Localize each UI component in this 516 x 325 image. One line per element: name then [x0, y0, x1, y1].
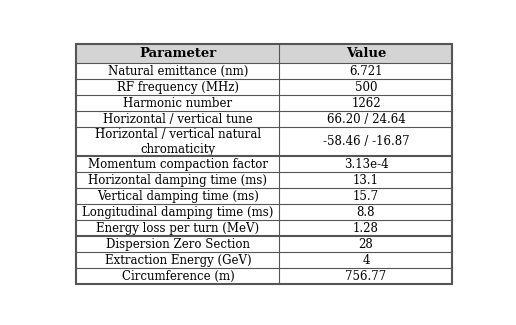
Bar — [76, 252, 280, 268]
Bar — [76, 220, 280, 236]
Bar — [76, 268, 280, 284]
Bar — [76, 172, 280, 188]
Bar — [280, 268, 453, 284]
Text: 8.8: 8.8 — [357, 206, 375, 219]
Bar — [76, 111, 280, 127]
Text: Harmonic number: Harmonic number — [123, 97, 233, 110]
Text: Vertical damping time (ms): Vertical damping time (ms) — [97, 190, 259, 203]
Bar — [76, 127, 280, 156]
Bar — [280, 44, 453, 63]
Text: Longitudinal damping time (ms): Longitudinal damping time (ms) — [83, 206, 273, 219]
Bar — [280, 111, 453, 127]
Text: Circumference (m): Circumference (m) — [122, 270, 234, 283]
Text: Parameter: Parameter — [139, 47, 217, 60]
Bar — [76, 156, 280, 172]
Bar — [280, 95, 453, 111]
Text: 1.28: 1.28 — [353, 222, 379, 235]
Bar — [76, 236, 280, 252]
Text: Dispersion Zero Section: Dispersion Zero Section — [106, 238, 250, 251]
Text: 4: 4 — [362, 254, 369, 267]
Bar — [76, 204, 280, 220]
Bar — [76, 44, 280, 63]
Text: 1262: 1262 — [351, 97, 381, 110]
Bar — [280, 236, 453, 252]
Text: RF frequency (MHz): RF frequency (MHz) — [117, 81, 239, 94]
Bar — [280, 204, 453, 220]
Bar — [76, 95, 280, 111]
Text: 3.13e-4: 3.13e-4 — [344, 158, 388, 171]
Text: Horizontal damping time (ms): Horizontal damping time (ms) — [88, 174, 267, 187]
Text: -58.46 / -16.87: -58.46 / -16.87 — [322, 135, 409, 148]
Text: Value: Value — [346, 47, 386, 60]
Bar — [280, 220, 453, 236]
Text: 66.20 / 24.64: 66.20 / 24.64 — [327, 113, 406, 126]
Text: Extraction Energy (GeV): Extraction Energy (GeV) — [105, 254, 251, 267]
Bar — [280, 188, 453, 204]
Bar — [76, 63, 280, 79]
Text: 13.1: 13.1 — [353, 174, 379, 187]
Bar — [280, 252, 453, 268]
Bar — [76, 188, 280, 204]
Text: 15.7: 15.7 — [353, 190, 379, 203]
Text: Horizontal / vertical natural
chromaticity: Horizontal / vertical natural chromatici… — [95, 128, 261, 156]
Text: 756.77: 756.77 — [345, 270, 386, 283]
Bar — [280, 127, 453, 156]
Text: Momentum compaction factor: Momentum compaction factor — [88, 158, 268, 171]
Text: Natural emittance (nm): Natural emittance (nm) — [108, 65, 248, 78]
Text: 500: 500 — [354, 81, 377, 94]
Text: Horizontal / vertical tune: Horizontal / vertical tune — [103, 113, 253, 126]
Text: 28: 28 — [359, 238, 373, 251]
Text: 6.721: 6.721 — [349, 65, 383, 78]
Bar — [76, 79, 280, 95]
Bar — [280, 156, 453, 172]
Bar — [280, 63, 453, 79]
Bar — [280, 79, 453, 95]
Text: Energy loss per turn (MeV): Energy loss per turn (MeV) — [96, 222, 260, 235]
Bar — [280, 172, 453, 188]
